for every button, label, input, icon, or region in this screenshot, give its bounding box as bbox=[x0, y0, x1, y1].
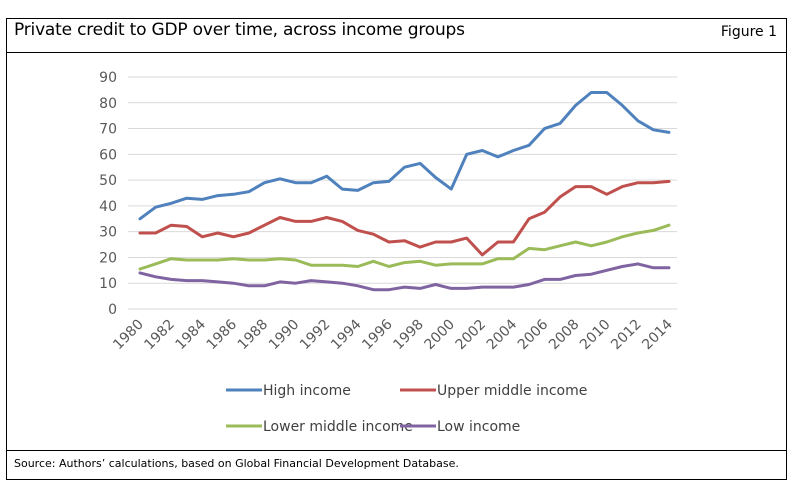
x-tick-label: 2012 bbox=[608, 317, 645, 354]
x-tick-label: 1992 bbox=[297, 317, 334, 354]
y-tick-label: 10 bbox=[99, 276, 117, 292]
y-tick-label: 30 bbox=[99, 225, 117, 241]
legend-label: Upper middle income bbox=[437, 383, 587, 399]
figure-frame bbox=[6, 18, 787, 480]
x-tick-label: 2002 bbox=[453, 317, 490, 354]
x-tick-label: 1986 bbox=[204, 316, 241, 353]
x-tick-label: 1998 bbox=[390, 317, 427, 354]
y-tick-label: 90 bbox=[99, 70, 117, 86]
x-tick-label: 1984 bbox=[173, 316, 210, 353]
x-tick-label: 2006 bbox=[515, 316, 552, 353]
y-tick-label: 60 bbox=[99, 147, 117, 163]
source-divider bbox=[6, 450, 787, 451]
y-tick-label: 50 bbox=[99, 173, 117, 189]
x-tick-label: 2000 bbox=[421, 317, 458, 354]
x-axis-ticks: 1980198219841986198819901992199419961998… bbox=[110, 316, 676, 353]
y-tick-label: 20 bbox=[99, 250, 117, 266]
x-tick-label: 1980 bbox=[110, 317, 147, 354]
series-line-upper-middle-income bbox=[138, 179, 671, 257]
x-tick-label: 2014 bbox=[639, 316, 676, 353]
figure-title: Private credit to GDP over time, across … bbox=[14, 20, 465, 40]
series-line-lower-middle-income bbox=[138, 223, 671, 271]
legend-label: Lower middle income bbox=[263, 419, 413, 435]
y-tick-label: 80 bbox=[99, 96, 117, 112]
x-tick-label: 1996 bbox=[359, 316, 396, 353]
y-tick-label: 40 bbox=[99, 199, 117, 215]
legend-label: High income bbox=[263, 383, 351, 399]
gridlines bbox=[128, 76, 677, 310]
x-tick-label: 2004 bbox=[484, 316, 521, 353]
x-tick-label: 2010 bbox=[577, 317, 614, 354]
x-tick-label: 1988 bbox=[235, 317, 272, 354]
source-note: Source: Authors’ calculations, based on … bbox=[14, 457, 459, 470]
legend-label: Low income bbox=[437, 419, 520, 435]
x-tick-label: 1982 bbox=[141, 317, 178, 354]
x-tick-label: 1994 bbox=[328, 316, 365, 353]
series-lines bbox=[138, 91, 671, 292]
figure-number: Figure 1 bbox=[720, 24, 777, 40]
title-divider bbox=[6, 52, 787, 53]
series-line-high-income bbox=[138, 91, 671, 221]
legend: High income Upper middle income Lower midd… bbox=[226, 383, 587, 435]
x-tick-label: 2008 bbox=[546, 317, 583, 354]
y-axis-ticks: 0 10 20 30 40 50 60 70 80 90 bbox=[99, 70, 117, 318]
y-tick-label: 70 bbox=[99, 122, 117, 138]
series-line-low-income bbox=[138, 262, 671, 292]
y-tick-label: 0 bbox=[108, 302, 117, 318]
x-tick-label: 1990 bbox=[266, 317, 303, 354]
